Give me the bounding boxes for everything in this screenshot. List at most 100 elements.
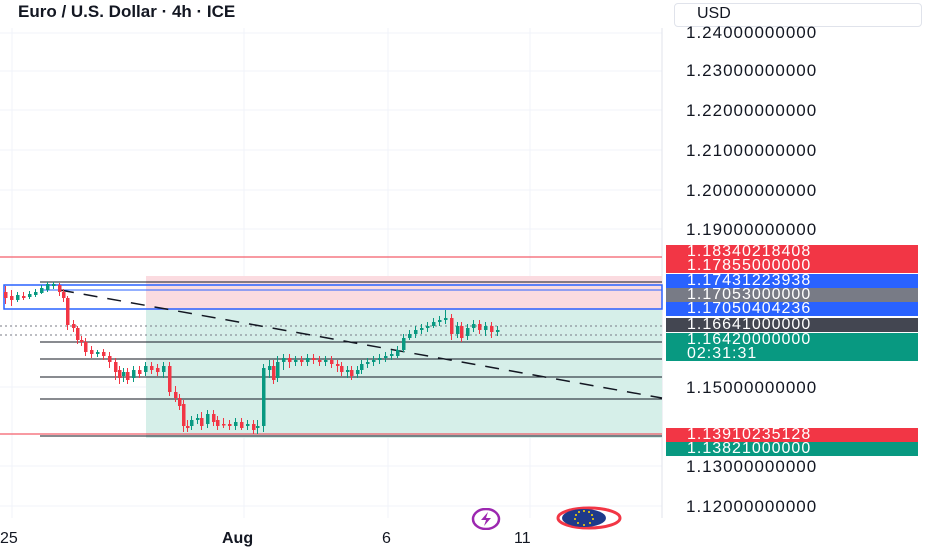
candle-body [52,284,56,286]
candle-body [282,358,286,362]
price-label-gray[interactable]: 1.17053000000 [666,286,918,303]
candle-body [496,330,500,332]
candle-body [294,360,298,362]
candle-body [196,418,200,420]
price-label-blue[interactable]: 1.17431223938 [666,272,918,289]
take-profit-zone[interactable] [146,310,662,438]
candle-body [256,426,260,428]
candle-body [216,420,220,426]
candle-body [22,296,26,298]
candle-body [76,328,80,340]
candle-body [40,288,44,293]
fib-levels[interactable] [40,281,662,437]
price-label-green[interactable]: 1.13821000000 [666,440,918,457]
candle-body [356,370,360,374]
candle-body [28,294,32,297]
price-label-value: 1.16641000000 [687,316,812,333]
candle-body [390,354,394,356]
candle-body [80,340,84,342]
price-tick: 1.22000000000 [686,101,818,120]
price-label-value: 1.17050404236 [687,300,812,317]
candle-body [472,324,476,328]
candle-body [96,352,100,354]
candle-body [306,358,310,362]
candle-body [396,350,400,356]
price-label-red[interactable]: 1.18340218408 [666,243,918,260]
candle-body [318,360,322,362]
candle-body [132,370,136,378]
candle-body [408,334,412,338]
price-label-red[interactable]: 1.13910235128 [666,426,918,443]
candle-body [268,366,272,370]
candle-body [438,320,442,322]
time-tick: Aug [222,530,254,547]
candle-body [272,366,276,380]
price-tick: 1.12000000000 [686,497,818,516]
price-label-value: 1.13910235128 [687,426,812,443]
candle-body [288,358,292,362]
price-label-red[interactable]: 1.17855000000 [666,257,918,274]
candle-body [200,418,204,426]
currency-selector[interactable]: USD [674,3,922,27]
grid [11,28,531,518]
candle-body [126,372,130,380]
candle-body [466,328,470,336]
candle-body [372,360,376,362]
candle-body [340,366,344,372]
currency-label: USD [697,5,731,22]
candle-body [46,284,50,290]
time-tick: 11 [514,530,531,547]
eu-flag-icon[interactable] [556,506,622,530]
price-label-value: 1.17855000000 [687,257,812,274]
candle-body [10,296,14,300]
lightning-icon[interactable] [471,508,501,530]
candle-body [190,420,194,426]
candle-body [144,366,148,372]
candle-body [246,424,250,426]
candle-body [336,364,340,366]
h-grid [0,32,662,507]
candle-body [66,298,70,325]
candle-body [252,424,256,430]
candle-body [156,368,160,372]
candle-body [312,358,316,360]
stop-loss-zone[interactable] [146,276,662,310]
candle-body [186,426,190,428]
price-label-value: 1.18340218408 [687,243,812,260]
price-tick: 1.15000000000 [686,378,818,397]
candles[interactable] [4,282,500,434]
candle-body [102,352,106,356]
price-label-value: 1.17053000000 [687,286,812,303]
time-tick: 25 [0,530,18,547]
candle-body [16,295,20,300]
candle-body [234,422,238,426]
price-label-blue[interactable]: 1.17050404236 [666,300,918,317]
price-tick: 1.23000000000 [686,61,818,80]
candle-body [58,285,62,292]
trend-line[interactable] [59,289,663,399]
price-tick: 1.20000000000 [686,181,818,200]
price-label-dark[interactable]: 1.16641000000 [666,316,918,333]
symbol-title: Euro / U.S. Dollar · 4h · ICE [18,2,236,21]
candle-body [138,370,142,374]
candle-body [432,322,436,326]
price-label-value: 1.17431223938 [687,272,812,289]
candle-body [426,326,430,328]
candle-body [360,364,364,370]
candle-body [222,424,226,426]
candle-body [182,404,186,426]
price-label-value: 1.13821000000 [687,440,812,457]
candle-body [478,324,482,330]
candle-body [444,318,448,320]
last-price-label[interactable]: 1.16420000000 02:31:31 [666,332,918,362]
candle-body [228,424,232,426]
candle-body [420,328,424,330]
candle-body [72,324,76,328]
candle-body [150,366,154,370]
candle-body [300,360,304,362]
candle-body [108,356,112,362]
candle-body [378,358,382,360]
candle-body [324,360,328,362]
candle-body [262,368,266,426]
